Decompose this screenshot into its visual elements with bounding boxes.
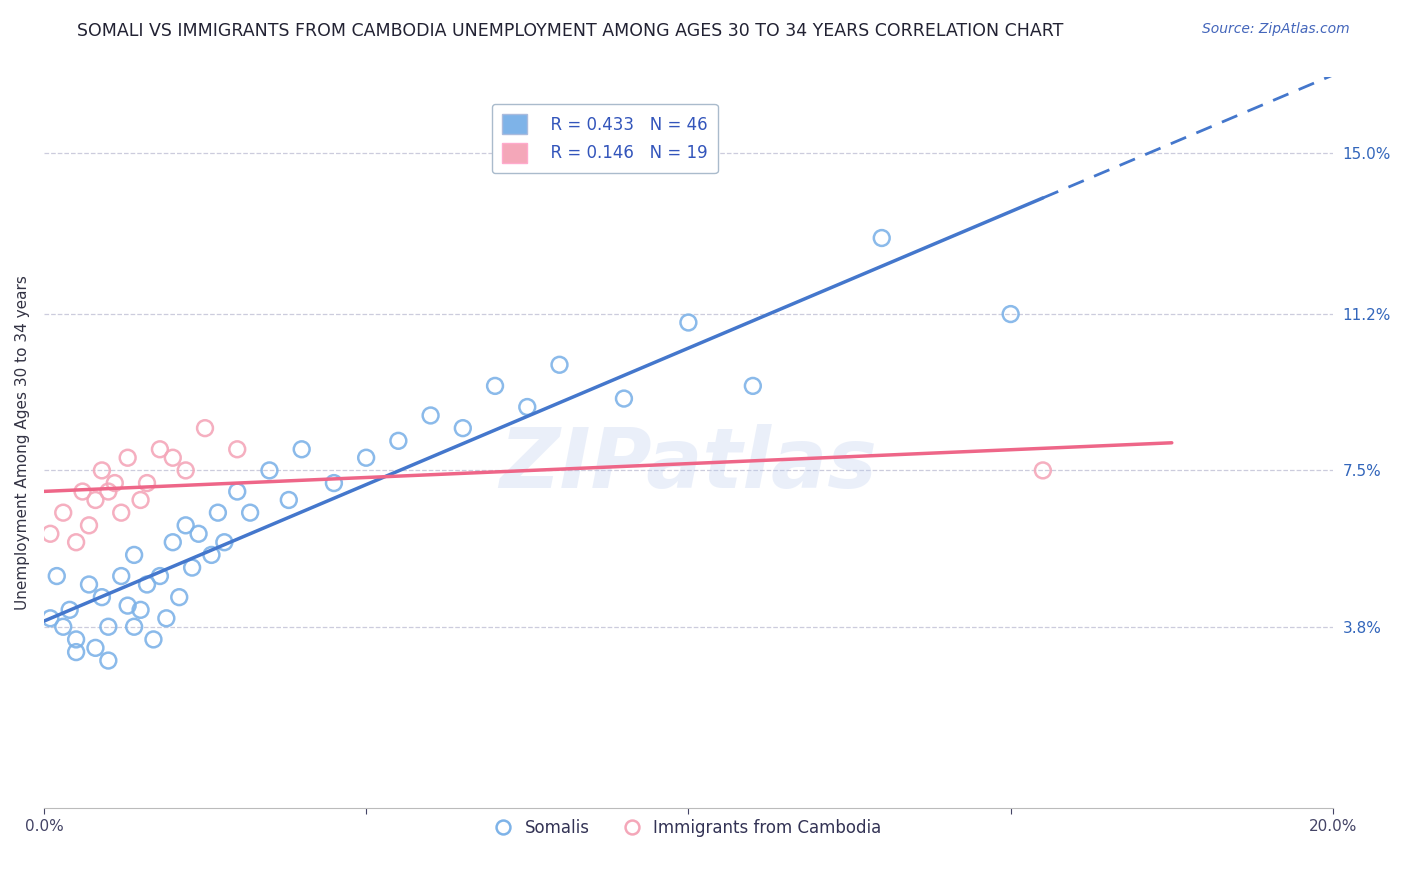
- Point: [214, 535, 236, 549]
- Point: [291, 442, 314, 457]
- Point: [226, 442, 249, 457]
- Point: [419, 409, 441, 423]
- Point: [129, 603, 152, 617]
- Point: [52, 506, 75, 520]
- Point: [90, 463, 112, 477]
- Point: [484, 379, 506, 393]
- Point: [1000, 307, 1022, 321]
- Point: [142, 632, 165, 647]
- Point: [110, 506, 132, 520]
- Point: [678, 316, 700, 330]
- Point: [870, 231, 893, 245]
- Point: [97, 484, 120, 499]
- Text: SOMALI VS IMMIGRANTS FROM CAMBODIA UNEMPLOYMENT AMONG AGES 30 TO 34 YEARS CORREL: SOMALI VS IMMIGRANTS FROM CAMBODIA UNEMP…: [77, 22, 1064, 40]
- Point: [174, 518, 197, 533]
- Point: [65, 645, 87, 659]
- Point: [741, 379, 763, 393]
- Point: [207, 506, 229, 520]
- Point: [181, 560, 204, 574]
- Point: [451, 421, 474, 435]
- Point: [84, 493, 107, 508]
- Point: [149, 442, 172, 457]
- Text: ZIPatlas: ZIPatlas: [499, 425, 877, 506]
- Point: [162, 450, 184, 465]
- Point: [59, 603, 82, 617]
- Y-axis label: Unemployment Among Ages 30 to 34 years: Unemployment Among Ages 30 to 34 years: [15, 276, 30, 610]
- Point: [387, 434, 409, 448]
- Point: [149, 569, 172, 583]
- Point: [90, 590, 112, 604]
- Point: [136, 577, 159, 591]
- Legend: Somalis, Immigrants from Cambodia: Somalis, Immigrants from Cambodia: [488, 813, 889, 844]
- Point: [45, 569, 67, 583]
- Point: [322, 476, 344, 491]
- Point: [117, 599, 139, 613]
- Point: [200, 548, 222, 562]
- Point: [174, 463, 197, 477]
- Point: [194, 421, 217, 435]
- Point: [613, 392, 636, 406]
- Point: [548, 358, 571, 372]
- Point: [239, 506, 262, 520]
- Point: [162, 535, 184, 549]
- Point: [97, 620, 120, 634]
- Point: [122, 620, 145, 634]
- Point: [129, 493, 152, 508]
- Text: Source: ZipAtlas.com: Source: ZipAtlas.com: [1202, 22, 1350, 37]
- Point: [354, 450, 377, 465]
- Point: [136, 476, 159, 491]
- Point: [516, 400, 538, 414]
- Point: [39, 611, 62, 625]
- Point: [1032, 463, 1054, 477]
- Point: [97, 654, 120, 668]
- Point: [65, 535, 87, 549]
- Point: [155, 611, 177, 625]
- Point: [259, 463, 281, 477]
- Point: [226, 484, 249, 499]
- Point: [104, 476, 127, 491]
- Point: [39, 526, 62, 541]
- Point: [122, 548, 145, 562]
- Point: [84, 640, 107, 655]
- Point: [167, 590, 190, 604]
- Point: [77, 518, 100, 533]
- Point: [77, 577, 100, 591]
- Point: [117, 450, 139, 465]
- Point: [52, 620, 75, 634]
- Point: [187, 526, 209, 541]
- Point: [72, 484, 94, 499]
- Point: [110, 569, 132, 583]
- Point: [277, 493, 299, 508]
- Point: [65, 632, 87, 647]
